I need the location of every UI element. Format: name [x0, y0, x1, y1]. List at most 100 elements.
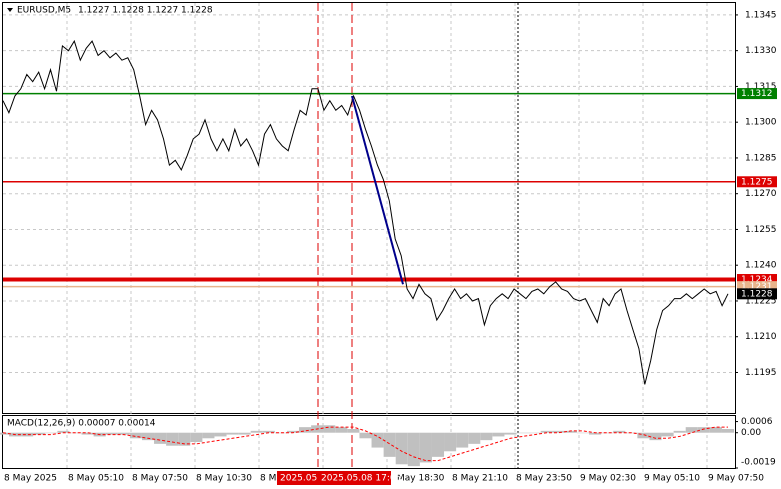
x-tick-label: May 18:30 — [397, 474, 445, 484]
macd-bar — [166, 432, 179, 446]
macd-bar — [226, 432, 239, 435]
macd-bar — [444, 432, 457, 452]
macd-bar — [673, 430, 686, 433]
macd-bar — [395, 432, 408, 465]
macd-bar — [81, 432, 94, 435]
macd-bar — [57, 430, 70, 433]
level-tag — [737, 288, 777, 300]
symbol: EURUSD,M5 — [17, 6, 71, 16]
time-marker-tag — [277, 471, 318, 485]
level-tag — [737, 88, 777, 100]
macd-bar — [431, 432, 445, 457]
macd-bar — [214, 432, 227, 437]
y-tick-label: 1.1315 — [745, 82, 777, 92]
time-marker-label: 2025.05.08 17:05 — [321, 474, 401, 484]
macd-bar — [0, 432, 10, 435]
macd-bar — [552, 430, 565, 433]
macd-bar — [45, 432, 58, 434]
macd-bar — [480, 432, 493, 441]
y-tick-label: 1.1270 — [745, 189, 777, 199]
trendline — [351, 95, 404, 285]
macd-bar — [202, 432, 215, 439]
macd-bar — [129, 432, 142, 439]
macd-bar — [347, 429, 360, 433]
x-tick-label: 8 May 21:10 — [452, 474, 508, 484]
level-tag — [737, 274, 777, 286]
macd-bar — [456, 432, 469, 448]
macd-frame — [2, 415, 736, 469]
y-tick-label: 0.00 — [741, 428, 761, 438]
y-tick-label: 0.0006 — [741, 417, 773, 427]
macd-bar — [613, 430, 626, 433]
y-tick-label: 1.1210 — [745, 332, 777, 342]
macd-bar — [154, 432, 167, 444]
macd-bar — [589, 432, 602, 435]
y-tick-label: 1.1300 — [745, 118, 777, 128]
macd-bar — [190, 432, 203, 442]
macd-bar — [685, 427, 698, 433]
macd-bar — [178, 432, 191, 446]
macd-bar — [383, 432, 396, 457]
macd-bar — [504, 432, 517, 435]
macd-bar — [299, 427, 312, 433]
x-tick-label: 8 May 2025 — [4, 474, 57, 484]
macd-title: MACD(12,26,9) 0.00007 0.00014 — [7, 419, 156, 429]
y-tick-label: 1.1285 — [745, 153, 777, 163]
macd-bar — [359, 432, 372, 439]
macd-bar — [335, 427, 348, 433]
time-marker-tag — [318, 471, 391, 485]
menu-icon[interactable] — [7, 8, 13, 12]
macd-bar — [33, 432, 46, 435]
x-tick-label: 9 May 02:30 — [580, 474, 636, 484]
macd-bar — [661, 432, 674, 437]
macd-bar — [576, 432, 590, 434]
level-tag-label: 1.1234 — [741, 275, 773, 285]
x-tick-label: 9 May 05:10 — [644, 474, 700, 484]
ohlc: 1.1227 1.1228 1.1227 1.1228 — [78, 6, 213, 16]
time-marker-label: 2025.05 — [280, 474, 317, 484]
macd-bar — [238, 432, 251, 435]
macd-bar — [649, 432, 662, 441]
macd-bar — [516, 432, 529, 434]
level-tag-label: 1.1312 — [741, 89, 773, 99]
x-tick-label: 8 Ma — [260, 474, 282, 484]
y-tick-label: 1.1345 — [745, 10, 777, 20]
macd-bar — [601, 432, 614, 434]
macd-bar — [407, 432, 420, 467]
level-tag — [737, 281, 777, 293]
signal-line — [2, 426, 728, 462]
macd-bar — [419, 432, 432, 463]
x-tick-label: 8 May 07:50 — [132, 474, 188, 484]
x-tick-label: 9 May 07:50 — [708, 474, 764, 484]
macd-bar — [274, 432, 287, 434]
price-line — [2, 39, 729, 385]
macd-bar — [262, 430, 275, 433]
macd-bar — [250, 430, 263, 433]
macd-bar — [492, 432, 505, 437]
y-tick-label: 1.1330 — [745, 46, 777, 56]
macd-bar — [105, 432, 118, 435]
macd-bar — [21, 432, 34, 437]
x-tick-label: 8 May 23:50 — [516, 474, 572, 484]
macd-bar — [697, 427, 710, 433]
macd-bar — [371, 432, 384, 448]
macd-bar — [468, 432, 481, 444]
macd-bar — [117, 432, 130, 435]
level-tag-label: 1.1275 — [741, 177, 773, 187]
macd-bar — [141, 432, 155, 441]
level-tag-label: 1.1231 — [741, 282, 773, 292]
y-tick-label: 1.1255 — [745, 225, 777, 235]
macd-bar — [528, 432, 541, 434]
level-tag-label: 1.1228 — [741, 289, 773, 299]
macd-bar — [540, 430, 553, 433]
y-tick-label: 1.1195 — [745, 368, 777, 378]
x-tick-label: 8 May 10:30 — [196, 474, 252, 484]
macd-bar — [323, 425, 336, 433]
y-tick-label: 1.1225 — [745, 296, 777, 306]
macd-bar — [286, 430, 300, 433]
macd-bar — [564, 430, 577, 433]
main-frame — [2, 2, 736, 414]
macd-bar — [709, 427, 722, 433]
level-tag — [737, 176, 777, 188]
